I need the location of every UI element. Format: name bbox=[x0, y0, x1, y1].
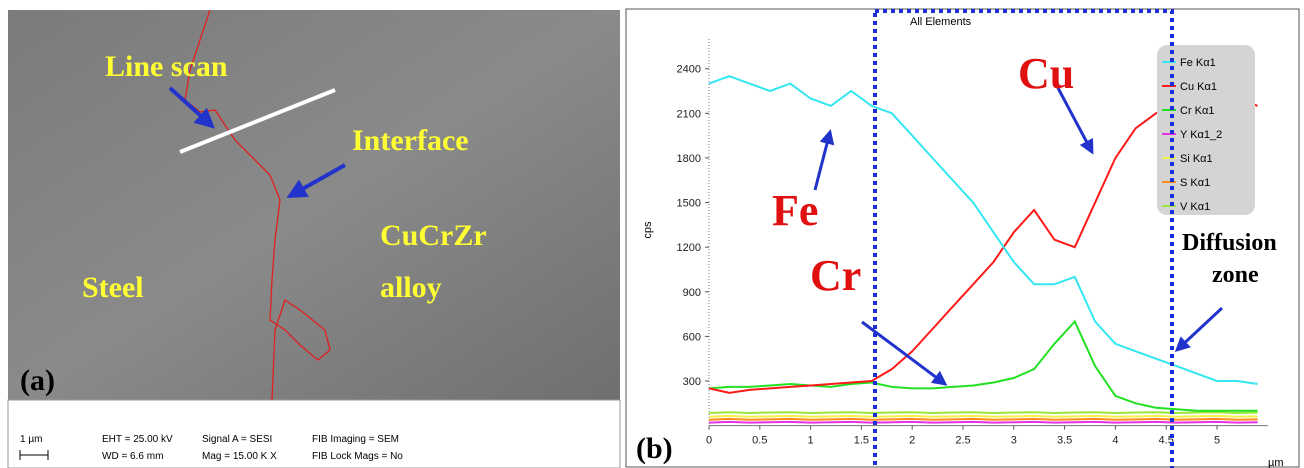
y-tick-label: 1500 bbox=[677, 198, 701, 210]
info: WD = 6.6 mm bbox=[102, 451, 163, 462]
y-tick-label: 1200 bbox=[677, 242, 701, 254]
page: Line scan Interface CuCrZr alloy Steel (… bbox=[0, 0, 1304, 468]
info: FIB Imaging = SEM bbox=[312, 434, 399, 445]
legend-label: Cr Kα1 bbox=[1180, 105, 1214, 117]
series-line bbox=[709, 422, 1258, 423]
legend-label: Si Kα1 bbox=[1180, 153, 1213, 165]
x-tick-label: 1.5 bbox=[854, 435, 869, 447]
series-line bbox=[709, 416, 1258, 417]
panel-label: (a) bbox=[20, 364, 55, 397]
legend-label: S Kα1 bbox=[1180, 177, 1210, 189]
y-tick-label: 2400 bbox=[677, 64, 701, 76]
info: FIB Lock Mags = No bbox=[312, 451, 403, 462]
x-axis-label: µm bbox=[1268, 457, 1284, 468]
legend-label: Cu Kα1 bbox=[1180, 81, 1217, 93]
annotation: Cr bbox=[810, 251, 861, 300]
y-tick-label: 300 bbox=[683, 376, 701, 388]
annotation: zone bbox=[1212, 262, 1259, 288]
y-tick-label: 900 bbox=[683, 287, 701, 299]
x-tick-label: 4 bbox=[1112, 435, 1118, 447]
legend-label: Fe Kα1 bbox=[1180, 57, 1216, 69]
x-tick-label: 2.5 bbox=[955, 435, 970, 447]
x-tick-label: 3.5 bbox=[1057, 435, 1072, 447]
y-tick-label: 2100 bbox=[677, 108, 701, 120]
x-tick-label: 0.5 bbox=[752, 435, 767, 447]
label: CuCrZr bbox=[380, 219, 487, 252]
legend-label: Y Kα1_2 bbox=[1180, 129, 1222, 141]
series-line bbox=[709, 412, 1258, 413]
chart-title: All Elements bbox=[910, 16, 972, 28]
y-tick-label: 600 bbox=[683, 331, 701, 343]
x-tick-label: 2 bbox=[909, 435, 915, 447]
x-tick-label: 3 bbox=[1011, 435, 1017, 447]
x-tick-label: 0 bbox=[706, 435, 712, 447]
y-axis-label: cps bbox=[642, 221, 654, 239]
info: EHT = 25.00 kV bbox=[102, 434, 173, 445]
x-tick-label: 5 bbox=[1214, 435, 1220, 447]
annotation: Cu bbox=[1018, 49, 1074, 98]
info: 1 µm bbox=[20, 434, 42, 445]
panel-label: (b) bbox=[636, 432, 673, 465]
series-line bbox=[709, 419, 1258, 420]
x-tick-label: 1 bbox=[808, 435, 814, 447]
legend-label: V Kα1 bbox=[1180, 201, 1210, 213]
info: Mag = 15.00 K X bbox=[202, 451, 277, 462]
annotation: Diffusion bbox=[1182, 230, 1277, 256]
label: Steel bbox=[82, 271, 144, 304]
figure: Line scan Interface CuCrZr alloy Steel (… bbox=[0, 0, 1304, 468]
label: Interface bbox=[352, 124, 469, 157]
annotation: Fe bbox=[772, 186, 818, 235]
label: alloy bbox=[380, 271, 442, 304]
label: Line scan bbox=[105, 50, 228, 83]
sem-image bbox=[8, 10, 620, 400]
info: Signal A = SESI bbox=[202, 434, 272, 445]
y-tick-label: 1800 bbox=[677, 153, 701, 165]
